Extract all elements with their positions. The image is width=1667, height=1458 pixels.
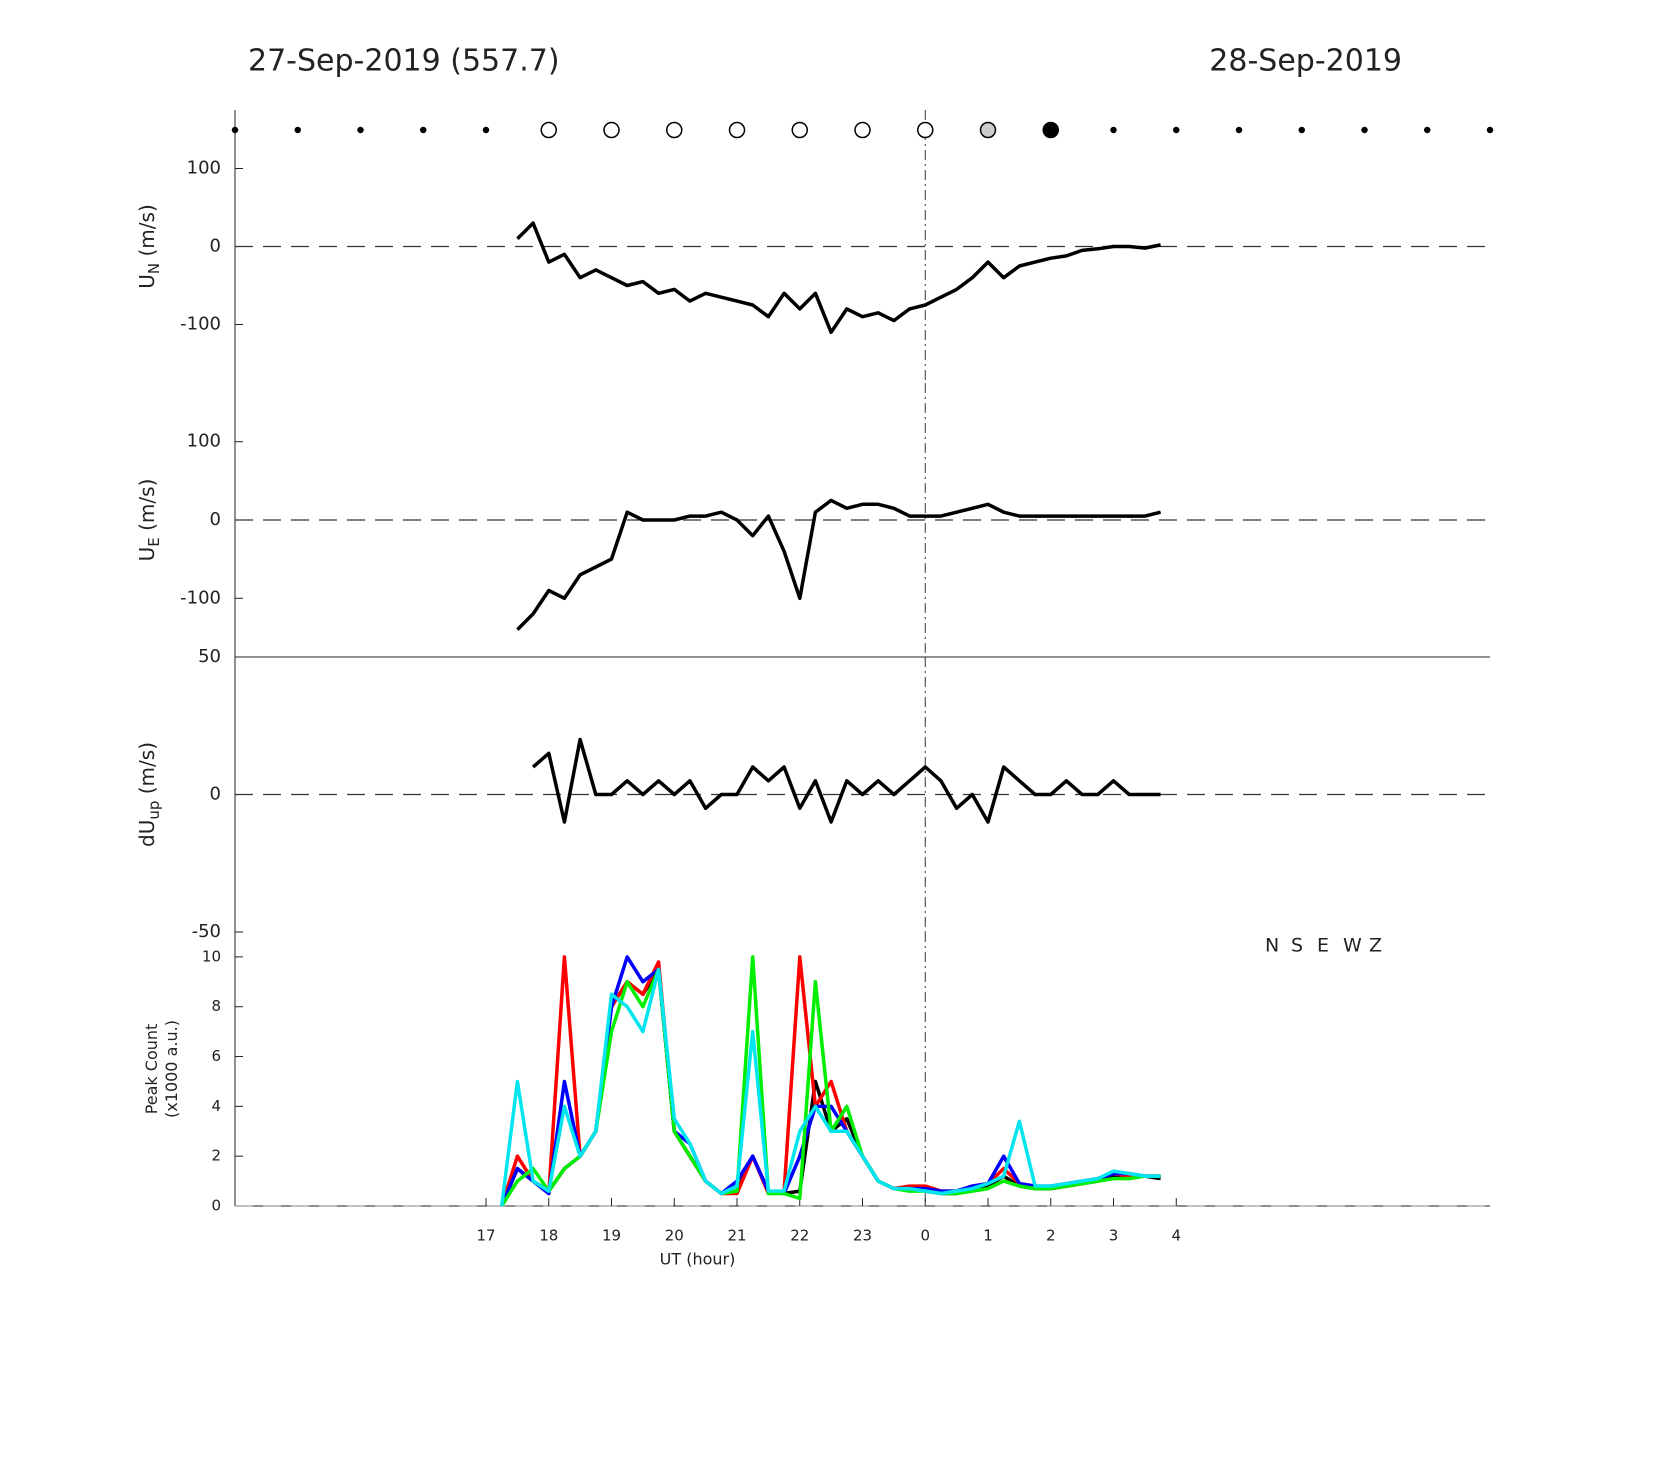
y-tick-label: 0	[211, 1197, 221, 1215]
x-tick-label: 20	[665, 1227, 684, 1245]
y-tick-label: 100	[187, 158, 221, 179]
sky-marker	[420, 126, 427, 134]
data-line	[516, 221, 1161, 335]
y-label-unit: (m/s)	[135, 479, 159, 538]
sky-marker	[231, 126, 239, 134]
sky-marker	[1298, 126, 1305, 134]
left-date: 27-Sep-2019 (557.7)	[248, 44, 560, 79]
y-tick-label: 6	[211, 1047, 221, 1065]
y-label-main: U	[135, 547, 159, 562]
data-line	[499, 967, 1161, 1206]
y-label-line: Peak Count	[142, 1024, 161, 1115]
x-tick-label: 2	[1046, 1227, 1056, 1245]
x-tick-label: 1	[983, 1227, 993, 1245]
sky-marker	[1235, 126, 1243, 134]
sky-marker	[1042, 121, 1059, 139]
y-tick-label: -50	[192, 921, 221, 942]
y-tick-label: 4	[211, 1097, 221, 1115]
sky-marker	[728, 121, 746, 139]
sky-marker	[666, 121, 683, 139]
x-tick-label: 22	[790, 1227, 809, 1245]
x-tick-label: 17	[476, 1227, 495, 1245]
x-tick-label: 0	[920, 1227, 930, 1245]
legend-entry: Z	[1369, 935, 1382, 957]
x-label: UT (hour)	[660, 1250, 736, 1269]
sky-marker	[1173, 126, 1180, 134]
y-label: Peak Count(x1000 a.u.)	[142, 1020, 181, 1118]
x-tick-label: 4	[1171, 1227, 1181, 1245]
sky-marker	[1361, 126, 1368, 134]
x-tick-label: 21	[727, 1227, 746, 1245]
sky-marker	[791, 121, 808, 139]
y-label-unit: (m/s)	[135, 204, 159, 263]
data-line	[516, 498, 1162, 631]
sky-marker	[540, 121, 557, 139]
sky-marker	[917, 121, 934, 139]
sky-marker	[603, 121, 620, 139]
y-label-main: dU	[135, 820, 159, 847]
y-tick-label: 0	[210, 236, 221, 257]
sky-marker	[357, 126, 364, 134]
sky-marker	[294, 126, 301, 134]
legend-entry: N	[1265, 935, 1279, 957]
right-date: 28-Sep-2019	[1209, 44, 1402, 79]
y-tick-label: -100	[180, 314, 221, 335]
y-tick-label: 0	[210, 784, 221, 805]
y-label: UE (m/s)	[135, 479, 163, 562]
legend-entry: S	[1291, 935, 1303, 957]
sky-marker	[482, 126, 490, 134]
y-label-line: (x1000 a.u.)	[162, 1020, 181, 1118]
sky-marker	[854, 121, 871, 139]
y-label: UN (m/s)	[135, 204, 163, 288]
x-tick-label: 18	[539, 1227, 558, 1245]
sky-marker	[1424, 126, 1431, 134]
y-tick-label: 0	[210, 509, 221, 530]
x-tick-label: 3	[1109, 1227, 1119, 1245]
y-tick-label: 50	[198, 646, 221, 667]
sky-marker	[1486, 126, 1494, 134]
y-tick-label: 100	[187, 431, 221, 452]
sky-marker	[1110, 126, 1117, 134]
y-label-sub: E	[145, 537, 163, 546]
x-tick-label: 23	[853, 1227, 872, 1245]
x-tick-label: 19	[602, 1227, 621, 1245]
data-line	[531, 737, 1161, 824]
legend-entry: E	[1317, 935, 1329, 957]
y-label-sub: N	[145, 263, 163, 274]
y-tick-label: 2	[211, 1147, 221, 1165]
y-label-sub: up	[145, 801, 163, 820]
y-label-main: U	[135, 274, 159, 289]
y-tick-label: 10	[202, 947, 221, 965]
legend-entry: W	[1343, 935, 1362, 957]
y-tick-label: 8	[211, 997, 221, 1015]
y-label: dUup (m/s)	[135, 742, 163, 847]
y-label-unit: (m/s)	[135, 742, 159, 801]
y-tick-label: -100	[180, 587, 221, 608]
sky-marker	[979, 121, 997, 139]
